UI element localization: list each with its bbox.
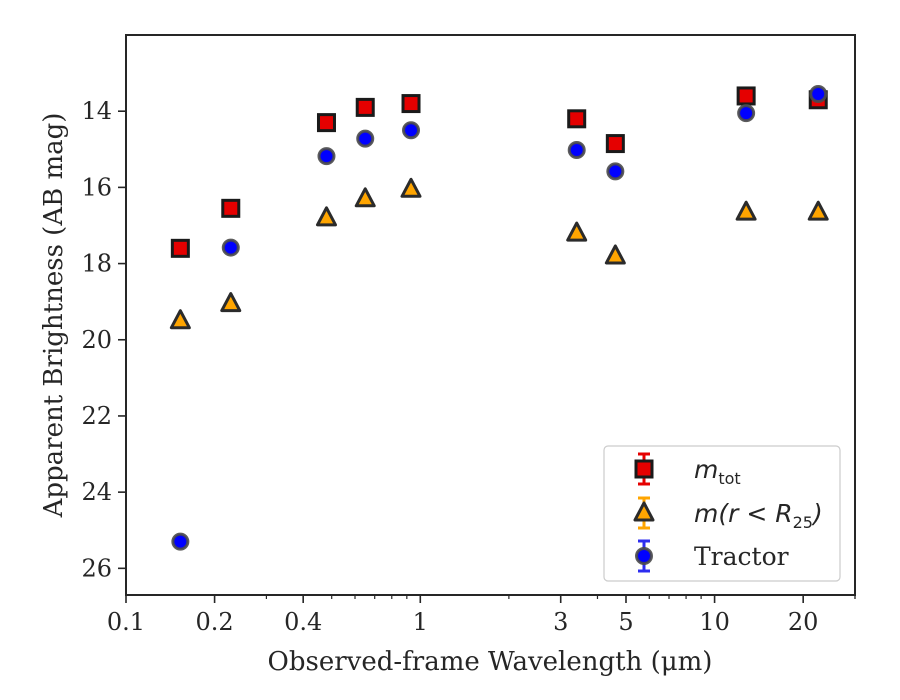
data-point bbox=[809, 85, 828, 104]
data-point bbox=[736, 86, 756, 106]
y-axis: 14 16 18 20 22 24 26 bbox=[81, 97, 126, 582]
data-point bbox=[807, 200, 829, 221]
y-axis-label: Apparent Brightness (AB mag) bbox=[39, 113, 69, 519]
data-point bbox=[400, 177, 422, 198]
data-point bbox=[171, 532, 190, 551]
data-point bbox=[735, 200, 757, 221]
x-tick-label: 20 bbox=[788, 608, 819, 636]
legend: mtot m(r < R25) Tractor bbox=[603, 445, 841, 582]
legend-marker bbox=[635, 547, 653, 565]
y-tick-label: 16 bbox=[81, 173, 112, 201]
legend-item: mtot bbox=[634, 452, 741, 488]
series-circle bbox=[171, 85, 828, 551]
data-point bbox=[737, 104, 756, 123]
legend-item: m(r < R25) bbox=[633, 496, 823, 532]
y-tick-label: 18 bbox=[81, 250, 112, 278]
data-point bbox=[566, 221, 588, 242]
series-square bbox=[170, 86, 828, 258]
series-triangle bbox=[169, 177, 829, 330]
legend-label: m(r < R25) bbox=[694, 499, 823, 532]
data-point bbox=[356, 129, 375, 148]
data-point bbox=[567, 109, 587, 129]
data-point bbox=[402, 121, 421, 140]
legend-item: Tractor bbox=[635, 539, 789, 573]
x-tick-label: 0.2 bbox=[196, 608, 234, 636]
x-tick-label: 0.1 bbox=[107, 608, 145, 636]
data-point bbox=[317, 147, 336, 166]
x-tick-label: 10 bbox=[699, 608, 730, 636]
legend-label: mtot bbox=[694, 455, 741, 488]
data-point bbox=[401, 94, 421, 114]
legend-box bbox=[603, 445, 841, 582]
x-axis: 0.1 0.2 0.4 1 3 5 10 20 bbox=[107, 595, 856, 636]
y-tick-label: 22 bbox=[81, 402, 112, 430]
y-tick-label: 14 bbox=[81, 97, 112, 125]
x-tick-label: 1 bbox=[413, 608, 428, 636]
x-tick-label: 0.4 bbox=[284, 608, 322, 636]
plot-marks bbox=[169, 85, 829, 551]
data-point bbox=[315, 206, 337, 227]
data-point bbox=[220, 292, 242, 313]
x-axis-label: Observed-frame Wavelength (μm) bbox=[268, 647, 713, 677]
data-point bbox=[567, 141, 586, 160]
data-point bbox=[355, 97, 375, 117]
data-point bbox=[316, 113, 336, 133]
data-point bbox=[221, 238, 240, 257]
y-tick-label: 20 bbox=[81, 326, 112, 354]
plot-frame bbox=[125, 34, 856, 596]
x-tick-label: 3 bbox=[553, 608, 568, 636]
x-tick-label: 5 bbox=[618, 608, 633, 636]
legend-marker bbox=[634, 459, 654, 479]
data-point bbox=[354, 187, 376, 208]
legend-marker bbox=[633, 501, 655, 522]
y-tick-label: 24 bbox=[81, 478, 112, 506]
data-point bbox=[221, 198, 241, 218]
data-point bbox=[604, 244, 626, 265]
data-point bbox=[605, 134, 625, 154]
y-tick-label: 26 bbox=[81, 554, 112, 582]
data-point bbox=[169, 309, 191, 330]
legend-label: Tractor bbox=[694, 542, 789, 571]
data-point bbox=[170, 238, 190, 258]
data-point bbox=[606, 162, 625, 181]
